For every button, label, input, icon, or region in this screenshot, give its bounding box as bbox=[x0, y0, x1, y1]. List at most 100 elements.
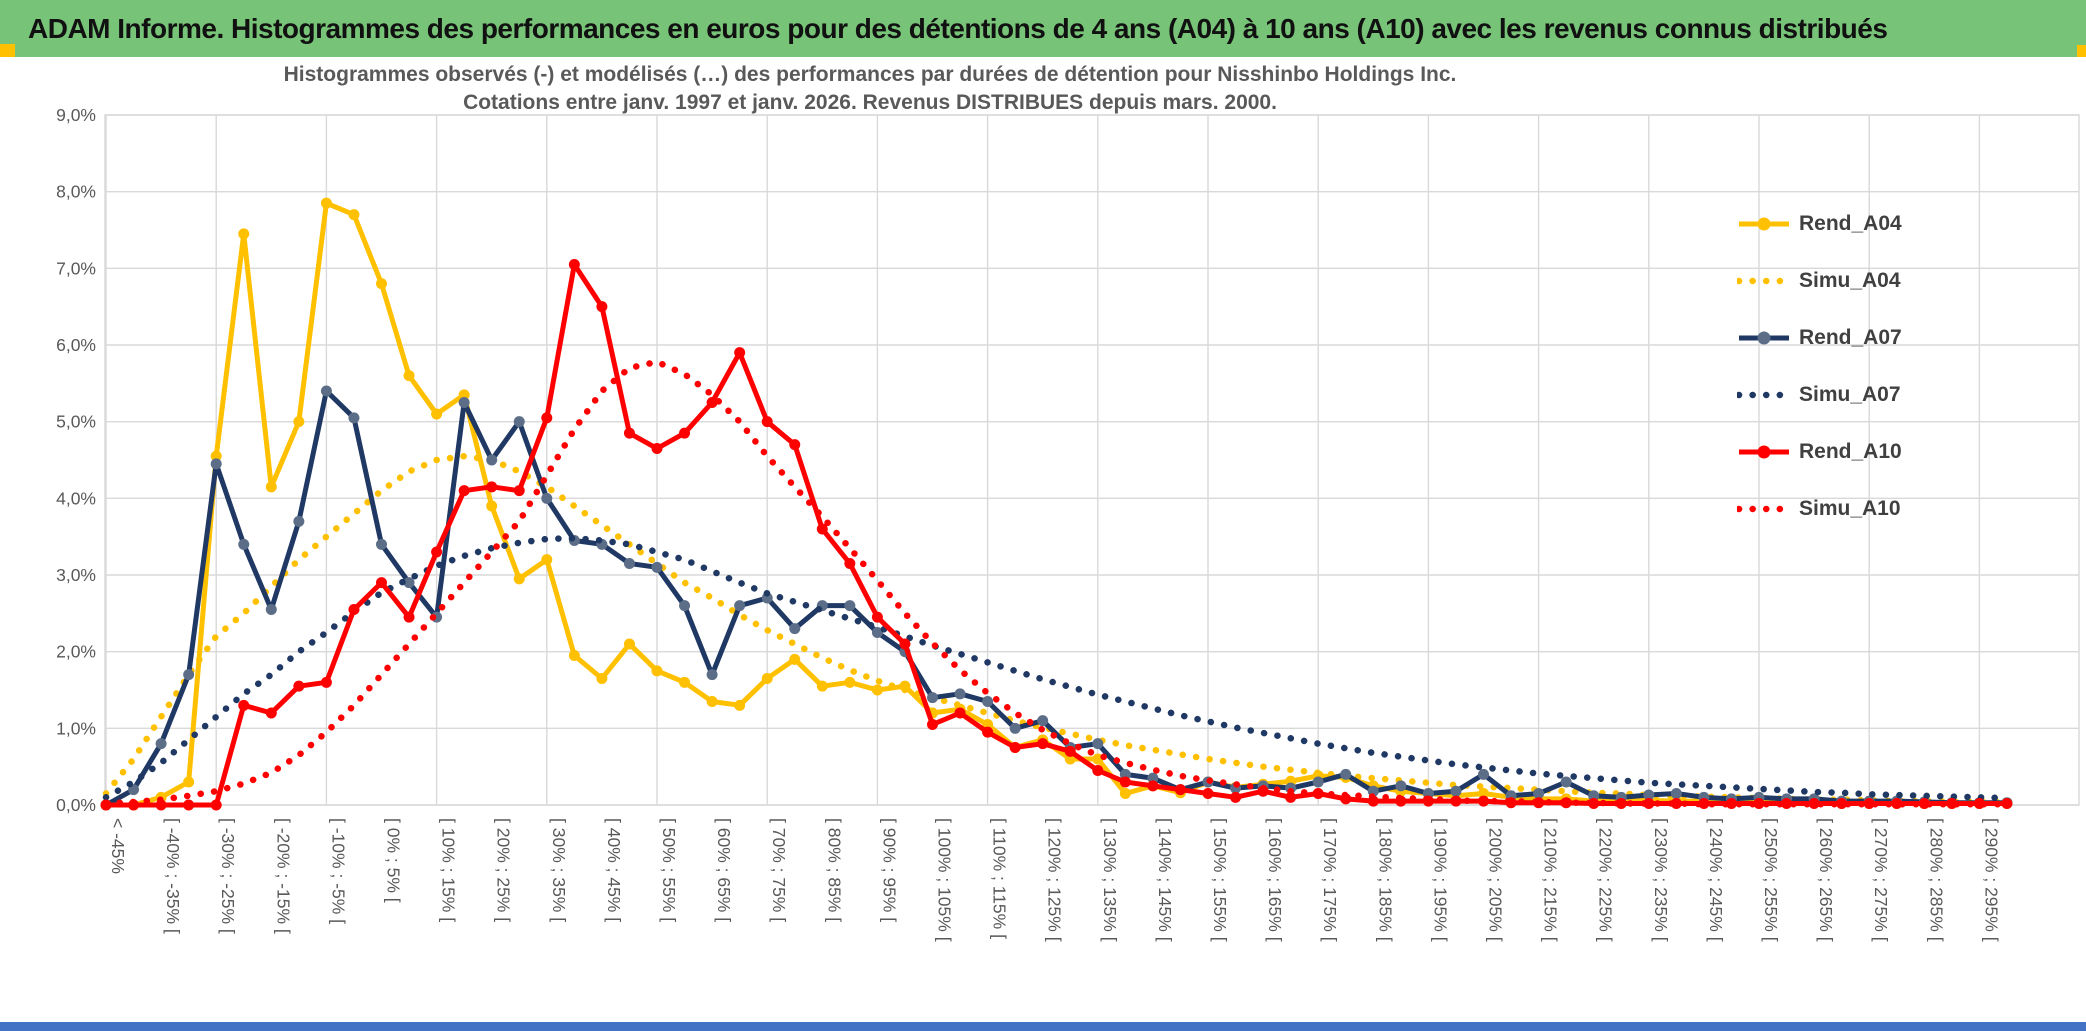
data-point-marker bbox=[1202, 788, 1214, 799]
data-point-marker bbox=[1174, 784, 1186, 796]
series-Simu_A10 bbox=[102, 358, 2011, 808]
x-tick-label: [ -30% ; -25% [ bbox=[218, 818, 238, 934]
x-tick-label: [ 50% ; 55% [ bbox=[659, 818, 679, 922]
data-point-marker bbox=[1891, 797, 1903, 809]
series-Simu_A04 bbox=[102, 452, 2011, 806]
data-point-marker bbox=[706, 696, 718, 707]
data-point-marker bbox=[1753, 797, 1765, 809]
data-point-marker bbox=[458, 397, 470, 408]
series-line-Rend_A04 bbox=[106, 200, 2007, 808]
y-tick-label: 2,0% bbox=[56, 642, 96, 662]
data-point-marker bbox=[155, 738, 167, 750]
data-point-marker bbox=[210, 799, 222, 811]
x-tick-label: [ 20% ; 25% [ bbox=[494, 818, 514, 922]
legend-item-rend-a07: Rend_A07 bbox=[1737, 326, 1902, 350]
data-point-marker bbox=[899, 638, 911, 650]
data-point-marker bbox=[1670, 788, 1682, 799]
data-point-marker bbox=[293, 680, 305, 692]
x-tick-label: [ 210% ; 215% [ bbox=[1541, 818, 1561, 942]
x-tick-label: [ 260% ; 265% [ bbox=[1816, 818, 1836, 942]
data-point-marker bbox=[1119, 776, 1131, 788]
data-point-marker bbox=[265, 707, 277, 719]
data-point-marker bbox=[844, 600, 856, 612]
data-point-marker bbox=[183, 799, 195, 811]
x-tick-label: [ 130% ; 135% [ bbox=[1100, 818, 1120, 942]
data-point-marker bbox=[706, 397, 718, 408]
y-tick-label: 9,0% bbox=[56, 105, 96, 125]
x-tick-label: [ 250% ; 255% [ bbox=[1761, 818, 1781, 942]
data-point-marker bbox=[2001, 797, 2013, 809]
data-point-marker bbox=[1009, 742, 1021, 753]
legend-item-rend-a04: Rend_A04 bbox=[1737, 212, 1902, 236]
data-point-marker bbox=[1670, 797, 1682, 809]
legend-swatch-solid-line-icon bbox=[1737, 444, 1791, 460]
data-point-marker bbox=[1119, 788, 1131, 799]
data-point-marker bbox=[1037, 738, 1049, 750]
x-tick-label: [ 270% ; 275% [ bbox=[1871, 818, 1891, 942]
data-point-marker bbox=[1560, 776, 1572, 788]
data-point-marker bbox=[789, 653, 801, 665]
legend-swatch-dotted-line-icon bbox=[1735, 501, 1793, 517]
data-point-marker bbox=[348, 209, 360, 221]
data-point-marker bbox=[486, 500, 498, 512]
legend-label: Simu_A07 bbox=[1799, 383, 1901, 406]
data-point-marker bbox=[265, 604, 277, 615]
x-tick-label: [ 110% ; 115% [ bbox=[990, 818, 1010, 939]
x-tick-label: [ 80% ; 85% [ bbox=[824, 818, 844, 922]
x-tick-label: [ 170% ; 175% [ bbox=[1320, 818, 1340, 942]
data-point-marker bbox=[568, 650, 580, 661]
y-axis-labels: 0,0% 1,0% 2,0% 3,0% 4,0% 5,0% 6,0% 7,0% 8,0% 9,0% bbox=[56, 105, 96, 815]
legend-swatch-solid-line-icon bbox=[1737, 330, 1791, 346]
data-point-marker bbox=[320, 676, 332, 688]
data-point-marker bbox=[210, 458, 222, 470]
data-point-marker bbox=[486, 481, 498, 493]
x-tick-label: [ 10% ; 15% [ bbox=[439, 818, 459, 922]
data-point-marker bbox=[568, 259, 580, 270]
data-point-marker bbox=[1643, 789, 1655, 801]
legend-marker-glyph bbox=[1757, 445, 1771, 459]
data-point-marker bbox=[623, 638, 635, 650]
data-point-marker bbox=[734, 699, 746, 711]
data-point-marker bbox=[1230, 791, 1242, 803]
gold-corner-accent bbox=[0, 44, 15, 57]
data-point-marker bbox=[1147, 780, 1159, 792]
data-point-marker bbox=[348, 412, 360, 424]
data-point-marker bbox=[954, 707, 966, 719]
y-tick-label: 8,0% bbox=[56, 182, 96, 202]
data-point-marker bbox=[871, 627, 883, 638]
data-point-marker bbox=[844, 676, 856, 688]
x-tick-label: [ 120% ; 125% [ bbox=[1045, 818, 1065, 942]
data-point-marker bbox=[982, 696, 994, 707]
x-tick-label: < -45% bbox=[108, 818, 128, 874]
data-point-marker bbox=[651, 665, 663, 677]
data-point-marker bbox=[1450, 785, 1462, 797]
x-tick-label: [ -20% ; -15% [ bbox=[273, 818, 293, 934]
x-axis-labels: < -45% [ -40% ; -35% [[ -30% ; -25% [[ -2… bbox=[108, 818, 2001, 942]
data-point-marker bbox=[458, 485, 470, 497]
x-tick-label: [ 200% ; 205% [ bbox=[1486, 818, 1506, 942]
data-point-marker bbox=[1119, 768, 1131, 780]
legend-marker-glyph bbox=[1757, 217, 1771, 231]
data-point-marker bbox=[541, 554, 553, 566]
x-tick-label: [ 290% ; 295% [ bbox=[1981, 818, 2001, 942]
chart-legend: Rend_A04 Simu_A04 Rend_A07 Simu_A07 Rend… bbox=[1735, 212, 1902, 554]
x-tick-label: [ 150% ; 155% [ bbox=[1210, 818, 1230, 942]
data-point-marker bbox=[238, 228, 250, 240]
data-point-marker bbox=[265, 481, 277, 493]
series-line-Simu_A10 bbox=[102, 358, 2011, 808]
legend-item-simu-a04: Simu_A04 bbox=[1735, 269, 1902, 293]
legend-label: Simu_A04 bbox=[1799, 269, 1901, 292]
y-tick-label: 5,0% bbox=[56, 412, 96, 432]
data-point-marker bbox=[1147, 772, 1159, 784]
data-point-marker bbox=[1064, 745, 1076, 757]
data-point-marker bbox=[816, 523, 828, 535]
data-point-marker bbox=[1836, 797, 1848, 809]
data-point-marker bbox=[403, 370, 415, 382]
data-point-marker bbox=[871, 611, 883, 623]
data-point-marker bbox=[1285, 791, 1297, 803]
data-point-marker bbox=[679, 427, 691, 439]
data-point-marker bbox=[1588, 790, 1600, 802]
x-tick-label: [ 240% ; 245% [ bbox=[1706, 818, 1726, 942]
plot-border bbox=[104, 114, 2080, 806]
